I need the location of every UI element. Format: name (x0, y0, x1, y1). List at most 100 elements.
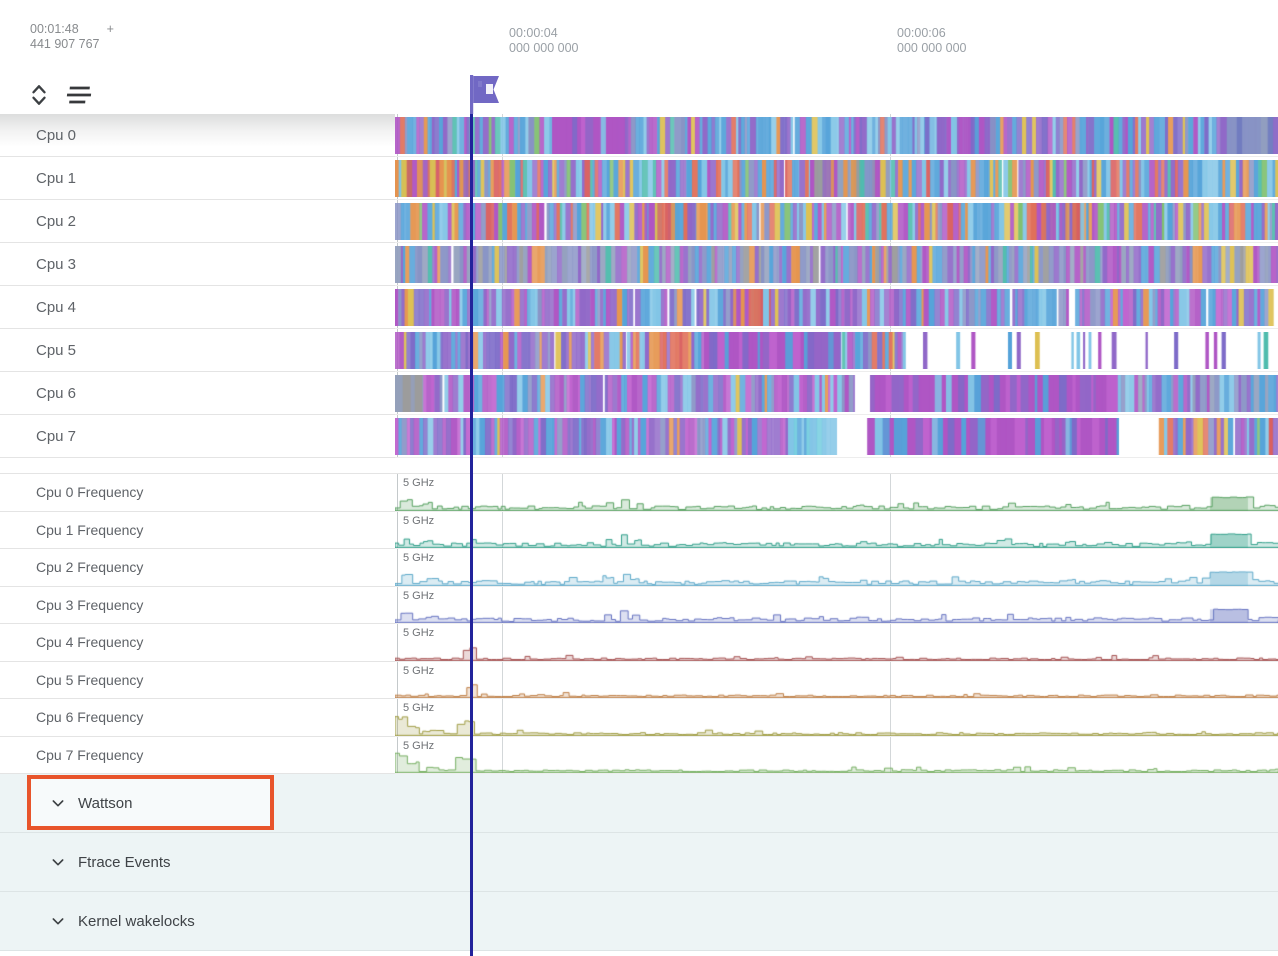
cpu-track-slices-canvas[interactable] (395, 160, 1278, 197)
freq-track-area[interactable]: 5 GHz (395, 737, 1278, 774)
cpu-track-row[interactable]: Cpu 2 (0, 200, 1278, 243)
cpu-track-area[interactable] (395, 243, 1278, 286)
cpu-track-area[interactable] (395, 200, 1278, 243)
track-label-freq-2[interactable]: Cpu 2 Frequency (0, 549, 395, 587)
freq-scale-label[interactable]: 5 GHz (403, 627, 435, 639)
track-label-text[interactable]: Cpu 7 Frequency (36, 746, 144, 763)
section-label[interactable]: Kernel wakelocks (78, 912, 195, 930)
freq-scale-label[interactable]: 5 GHz (403, 477, 435, 489)
flag-marker[interactable] (466, 73, 502, 120)
chevron-down-icon[interactable] (50, 913, 66, 929)
cpu-track-slices-canvas[interactable] (395, 418, 1278, 455)
track-label-text[interactable]: Cpu 6 (36, 384, 77, 402)
track-label-cpu-3[interactable]: Cpu 3 (0, 243, 395, 286)
section-header-wattson[interactable]: Wattson (0, 774, 1278, 833)
track-label-text[interactable]: Cpu 7 (36, 427, 77, 445)
freq-track-area[interactable]: 5 GHz (395, 662, 1278, 699)
cpu-frequency-canvas[interactable] (395, 549, 1278, 586)
freq-track-area[interactable]: 5 GHz (395, 699, 1278, 737)
cpu-track-row[interactable]: Cpu 1 (0, 157, 1278, 200)
track-label-text[interactable]: Cpu 6 Frequency (36, 709, 144, 726)
track-label-text[interactable]: Cpu 3 (36, 255, 77, 273)
track-label-text[interactable]: Cpu 2 Frequency (36, 559, 144, 576)
section-label[interactable]: Wattson (78, 794, 133, 812)
freq-track-row[interactable]: Cpu 3 Frequency 5 GHz (0, 586, 1278, 624)
track-label-cpu-6[interactable]: Cpu 6 (0, 372, 395, 415)
track-label-cpu-4[interactable]: Cpu 4 (0, 286, 395, 329)
freq-scale-label[interactable]: 5 GHz (403, 739, 435, 752)
cpu-frequency-canvas[interactable] (395, 474, 1278, 511)
freq-track-row[interactable]: Cpu 0 Frequency 5 GHz (0, 474, 1278, 512)
cpu-frequency-canvas[interactable] (395, 512, 1278, 548)
track-label-freq-6[interactable]: Cpu 6 Frequency (0, 699, 395, 737)
cpu-frequency-canvas[interactable] (395, 624, 1278, 661)
freq-scale-label[interactable]: 5 GHz (403, 702, 435, 714)
freq-track-row[interactable]: Cpu 7 Frequency 5 GHz (0, 736, 1278, 774)
freq-scale-label[interactable]: 5 GHz (403, 514, 435, 527)
freq-track-row[interactable]: Cpu 6 Frequency 5 GHz (0, 699, 1278, 737)
sort-tracks-icon[interactable] (65, 84, 95, 106)
track-label-cpu-2[interactable]: Cpu 2 (0, 200, 395, 243)
freq-track-row[interactable]: Cpu 1 Frequency 5 GHz (0, 511, 1278, 549)
track-label-text[interactable]: Cpu 1 Frequency (36, 521, 144, 538)
track-label-freq-4[interactable]: Cpu 4 Frequency (0, 624, 395, 662)
track-label-text[interactable]: Cpu 2 (36, 212, 77, 230)
track-label-cpu-5[interactable]: Cpu 5 (0, 329, 395, 372)
cpu-track-row[interactable]: Cpu 5 (0, 329, 1278, 372)
cpu-track-area[interactable] (395, 114, 1278, 157)
cpu-track-area[interactable] (395, 157, 1278, 200)
freq-track-area[interactable]: 5 GHz (395, 624, 1278, 662)
track-label-freq-1[interactable]: Cpu 1 Frequency (0, 511, 395, 549)
cpu-track-area[interactable] (395, 329, 1278, 372)
track-label-text[interactable]: Cpu 3 Frequency (36, 596, 144, 613)
cpu-frequency-canvas[interactable] (395, 587, 1278, 623)
track-label-freq-7[interactable]: Cpu 7 Frequency (0, 736, 395, 774)
track-label-cpu-7[interactable]: Cpu 7 (0, 415, 395, 458)
track-label-text[interactable]: Cpu 0 (36, 126, 77, 144)
cpu-frequency-canvas[interactable] (395, 737, 1278, 773)
cpu-track-slices-canvas[interactable] (395, 117, 1278, 154)
track-label-text[interactable]: Cpu 5 (36, 341, 77, 359)
section-header-kernel-wakelocks[interactable]: Kernel wakelocks (0, 892, 1278, 951)
cpu-track-slices-canvas[interactable] (395, 332, 1278, 369)
cpu-track-area[interactable] (395, 286, 1278, 329)
freq-track-row[interactable]: Cpu 4 Frequency 5 GHz (0, 624, 1278, 662)
cpu-track-row[interactable]: Cpu 3 (0, 243, 1278, 286)
freq-scale-label[interactable]: 5 GHz (403, 664, 435, 677)
cpu-track-area[interactable] (395, 372, 1278, 415)
cpu-track-slices-canvas[interactable] (395, 246, 1278, 283)
track-label-cpu-0[interactable]: Cpu 0 (0, 114, 395, 157)
cpu-frequency-canvas[interactable] (395, 662, 1278, 698)
freq-track-row[interactable]: Cpu 2 Frequency 5 GHz (0, 549, 1278, 587)
track-label-cpu-1[interactable]: Cpu 1 (0, 157, 395, 200)
wattson-highlight-outline[interactable] (27, 775, 274, 830)
collapse-all-tracks-icon[interactable] (28, 82, 50, 108)
track-label-text[interactable]: Cpu 0 Frequency (36, 484, 144, 501)
track-label-text[interactable]: Cpu 4 (36, 298, 77, 316)
section-label[interactable]: Ftrace Events (78, 853, 171, 871)
track-label-text[interactable]: Cpu 1 (36, 169, 77, 187)
cpu-track-slices-canvas[interactable] (395, 289, 1278, 326)
cpu-track-area[interactable] (395, 415, 1278, 458)
freq-track-row[interactable]: Cpu 5 Frequency 5 GHz (0, 661, 1278, 699)
cpu-frequency-canvas[interactable] (395, 699, 1278, 736)
section-header-ftrace-events[interactable]: Ftrace Events (0, 833, 1278, 892)
cpu-track-slices-canvas[interactable] (395, 203, 1278, 240)
freq-track-area[interactable]: 5 GHz (395, 474, 1278, 512)
cpu-track-row[interactable]: Cpu 0 (0, 114, 1278, 157)
track-label-text[interactable]: Cpu 5 Frequency (36, 671, 144, 688)
freq-track-area[interactable]: 5 GHz (395, 549, 1278, 587)
chevron-down-icon[interactable] (50, 795, 66, 811)
cpu-track-row[interactable]: Cpu 6 (0, 372, 1278, 415)
track-label-text[interactable]: Cpu 4 Frequency (36, 634, 144, 651)
track-label-freq-5[interactable]: Cpu 5 Frequency (0, 661, 395, 699)
freq-track-area[interactable]: 5 GHz (395, 512, 1278, 549)
freq-scale-label[interactable]: 5 GHz (403, 589, 435, 602)
track-label-freq-0[interactable]: Cpu 0 Frequency (0, 474, 395, 512)
cpu-track-slices-canvas[interactable] (395, 375, 1278, 412)
cpu-track-row[interactable]: Cpu 7 (0, 415, 1278, 458)
cpu-track-row[interactable]: Cpu 4 (0, 286, 1278, 329)
track-group-spacer[interactable] (0, 458, 1278, 474)
freq-track-area[interactable]: 5 GHz (395, 587, 1278, 624)
freq-scale-label[interactable]: 5 GHz (403, 552, 435, 564)
